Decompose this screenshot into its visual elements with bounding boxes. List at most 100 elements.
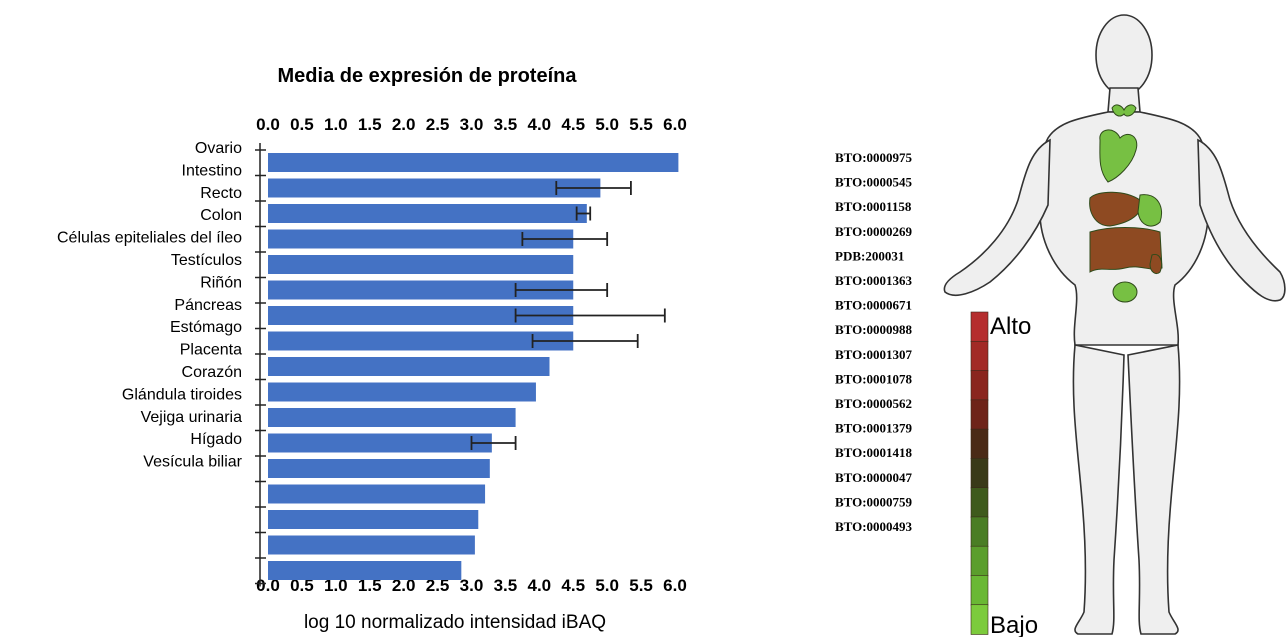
category-label: Vesícula biliar bbox=[143, 454, 242, 471]
chart-title: Media de expresión de proteína bbox=[278, 65, 578, 87]
bto-id: BTO:0000562 bbox=[835, 396, 912, 411]
category-label: Ovario bbox=[195, 140, 242, 157]
bottom-tick-label: 0.0 bbox=[256, 576, 280, 595]
bottom-tick-label: 1.0 bbox=[324, 576, 348, 595]
scale-segment bbox=[970, 428, 989, 460]
bto-id: BTO:0001307 bbox=[835, 347, 913, 362]
top-tick-label: 3.0 bbox=[460, 115, 484, 134]
category-labels: Ovario Intestino Recto Colon Células epiteli… bbox=[57, 140, 243, 471]
category-label: Hígado bbox=[190, 431, 242, 448]
bottom-tick-label: 5.5 bbox=[629, 576, 653, 595]
bar bbox=[268, 382, 536, 402]
bottom-tick-labels: 0.0 0.5 1.0 1.5 2.0 2.5 3.0 3.5 4.0 4.5 5.0 5.5 6.0 bbox=[256, 576, 687, 595]
category-label: Corazón bbox=[182, 364, 242, 381]
bto-id: BTO:0000988 bbox=[835, 322, 913, 337]
category-label: Glándula tiroides bbox=[122, 386, 242, 403]
bto-id: BTO:0000975 bbox=[835, 150, 913, 165]
bto-id: BTO:0001418 bbox=[835, 445, 913, 460]
x-axis-label: log 10 normalizado intensidad iBAQ bbox=[304, 612, 606, 633]
organ-thyroid bbox=[1111, 104, 1137, 117]
body-head bbox=[1095, 14, 1153, 96]
top-tick-label: 4.5 bbox=[561, 115, 585, 134]
top-tick-label: 2.5 bbox=[426, 115, 450, 134]
category-label: Intestino bbox=[182, 162, 243, 179]
bto-id-list: BTO:0000975 BTO:0000545 BTO:0001158 BTO:000… bbox=[835, 150, 913, 534]
bar bbox=[268, 535, 475, 555]
scale-segment bbox=[970, 575, 989, 606]
bottom-tick-label: 6.0 bbox=[663, 576, 687, 595]
top-tick-label: 2.0 bbox=[392, 115, 416, 134]
bar bbox=[268, 484, 486, 504]
top-tick-label: 5.5 bbox=[629, 115, 653, 134]
category-label: Estómago bbox=[170, 319, 242, 336]
bottom-tick-label: 0.5 bbox=[290, 576, 314, 595]
top-tick-label: 3.5 bbox=[494, 115, 518, 134]
scale-low-label: Bajo bbox=[990, 612, 1038, 637]
bto-id: BTO:0001363 bbox=[835, 273, 913, 288]
bar bbox=[268, 331, 574, 351]
bottom-tick-label: 5.0 bbox=[595, 576, 619, 595]
bottom-tick-label: 4.0 bbox=[528, 576, 552, 595]
bto-id: BTO:0001379 bbox=[835, 421, 913, 436]
bottom-tick-label: 3.0 bbox=[460, 576, 484, 595]
organs bbox=[1089, 104, 1163, 303]
bottom-tick-label: 1.5 bbox=[358, 576, 382, 595]
bar bbox=[268, 561, 462, 580]
bar-chart: Media de expresión de proteína 0.0 0.5 1.0… bbox=[57, 65, 687, 633]
top-tick-label: 1.0 bbox=[324, 115, 348, 134]
organ-intestine bbox=[1089, 227, 1163, 273]
top-tick-label: 4.0 bbox=[528, 115, 552, 134]
expression-color-scale: Alto Bajo bbox=[970, 311, 1038, 637]
scale-segment bbox=[970, 604, 989, 635]
bar bbox=[268, 204, 587, 223]
bar bbox=[268, 433, 492, 453]
bto-id: BTO:0000671 bbox=[835, 298, 912, 313]
top-tick-label: 0.5 bbox=[290, 115, 314, 134]
organ-kidney bbox=[1149, 253, 1163, 275]
bars bbox=[268, 153, 679, 580]
scale-segment bbox=[970, 516, 989, 547]
body-right-arm bbox=[1197, 138, 1286, 302]
bottom-tick-label: 4.5 bbox=[561, 576, 585, 595]
category-label: Riñón bbox=[200, 274, 242, 291]
body-left-leg bbox=[1072, 344, 1125, 635]
scale-segment bbox=[970, 370, 989, 401]
top-tick-labels: 0.0 0.5 1.0 1.5 2.0 2.5 3.0 3.5 4.0 4.5 5.0 5.5 6.0 bbox=[256, 115, 687, 134]
category-label: Vejiga urinaria bbox=[141, 409, 243, 426]
scale-segment bbox=[970, 545, 989, 577]
error-bars bbox=[470, 181, 666, 450]
scale-segment bbox=[970, 487, 989, 518]
bar bbox=[268, 408, 516, 427]
bto-id: BTO:0000545 bbox=[835, 175, 913, 190]
y-axis bbox=[255, 143, 266, 587]
bar bbox=[268, 510, 479, 529]
bar bbox=[268, 178, 601, 198]
bottom-tick-label: 3.5 bbox=[494, 576, 518, 595]
bottom-tick-label: 2.5 bbox=[426, 576, 450, 595]
scale-high-label: Alto bbox=[990, 313, 1031, 340]
body-left-arm bbox=[943, 138, 1051, 297]
organ-liver bbox=[1089, 191, 1142, 227]
body-right-leg bbox=[1127, 344, 1181, 635]
bar bbox=[268, 357, 550, 376]
top-tick-label: 5.0 bbox=[595, 115, 619, 134]
bar bbox=[268, 280, 574, 300]
top-tick-label: 1.5 bbox=[358, 115, 382, 134]
bto-id: BTO:0001158 bbox=[835, 199, 912, 214]
bar bbox=[268, 229, 574, 249]
bto-id: BTO:0000047 bbox=[835, 470, 913, 485]
bto-id: BTO:0001078 bbox=[835, 371, 913, 386]
category-label: Células epiteliales del íleo bbox=[57, 230, 242, 247]
scale-segment bbox=[970, 399, 989, 430]
category-label: Testículos bbox=[171, 252, 242, 269]
scale-segment bbox=[970, 311, 989, 343]
bto-id: BTO:0000269 bbox=[835, 224, 913, 239]
bar bbox=[268, 459, 490, 478]
category-label: Recto bbox=[200, 185, 242, 202]
top-tick-label: 0.0 bbox=[256, 115, 280, 134]
organ-stomach bbox=[1137, 194, 1163, 227]
category-label: Páncreas bbox=[174, 297, 242, 314]
organ-heart bbox=[1099, 129, 1138, 183]
category-label: Colon bbox=[200, 207, 242, 224]
